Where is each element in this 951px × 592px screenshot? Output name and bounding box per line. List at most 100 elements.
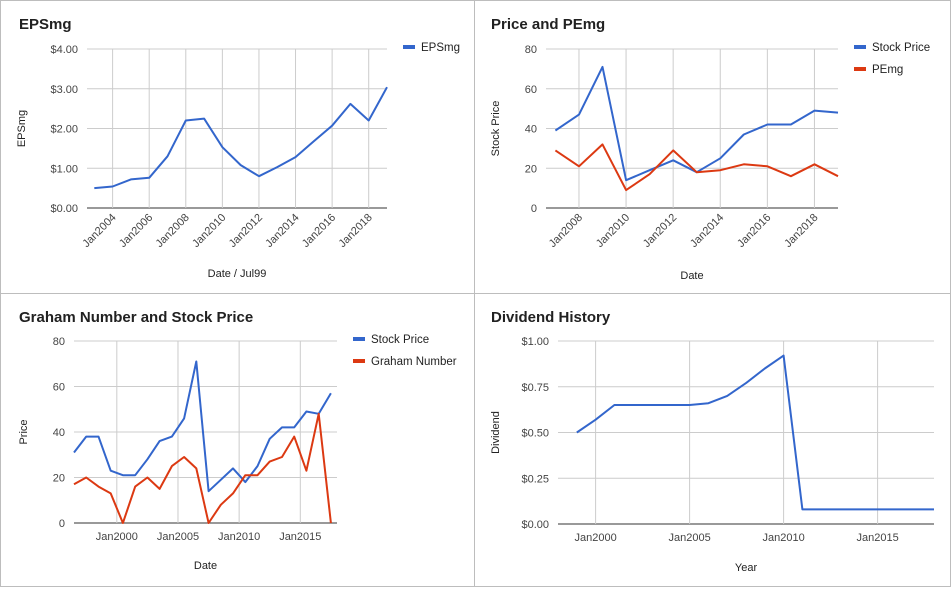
data-point-stock-price	[243, 480, 247, 484]
x-tick-label: Jan2014	[263, 212, 301, 250]
data-point-dividend	[894, 507, 898, 511]
data-point-dividend	[875, 507, 879, 511]
x-tick-label: Jan2010	[190, 212, 228, 250]
data-point-dividend	[631, 403, 635, 407]
data-point-epsmg	[293, 155, 297, 159]
y-axis-label: Dividend	[490, 411, 502, 454]
series-line-epsmg	[94, 86, 388, 190]
data-point-epsmg	[348, 102, 352, 106]
chart-title: EPSmg	[19, 16, 72, 33]
y-tick-label: 80	[53, 336, 65, 348]
x-tick-label: Jan2018	[782, 212, 820, 250]
x-tick-label: Jan2015	[279, 531, 321, 543]
y-tick-label: 0	[59, 518, 65, 530]
data-point-dividend	[706, 401, 710, 405]
data-point-stock-price	[553, 128, 557, 132]
eps-chart: EPSmg$0.00$1.00$2.00$3.00$4.00Jan2004Jan…	[16, 16, 460, 280]
series-line-stock-price	[554, 65, 839, 182]
series-line-dividend	[576, 354, 934, 511]
y-tick-label: 40	[53, 427, 65, 439]
legend-label: Stock Price	[371, 334, 429, 346]
data-point-dividend	[593, 417, 597, 421]
legend-label: EPSmg	[421, 42, 460, 54]
data-point-dividend	[800, 507, 804, 511]
y-tick-label: $1.00	[50, 163, 78, 175]
data-point-stock-price	[84, 434, 88, 438]
legend-swatch	[353, 337, 365, 341]
data-point-graham-number	[145, 475, 149, 479]
data-point-epsmg	[147, 176, 151, 180]
y-tick-label: 60	[53, 382, 65, 394]
graham-chart-panel: Graham Number and Stock Price 0 20 40 60 80 Ja…	[0, 293, 475, 587]
legend-label: Graham Number	[371, 356, 457, 368]
data-point-stock-price	[600, 65, 604, 69]
data-point-pemg	[718, 168, 722, 172]
y-tick-label: $0.00	[521, 519, 549, 531]
x-tick-label: Jan2012	[227, 212, 265, 250]
x-axis-label: Date / Jul99	[208, 268, 267, 280]
data-point-stock-price	[194, 359, 198, 363]
data-point-pemg	[577, 164, 581, 168]
data-point-graham-number	[268, 459, 272, 463]
data-point-stock-price	[206, 489, 210, 493]
data-point-dividend	[819, 507, 823, 511]
x-tick-label: Jan2016	[300, 212, 338, 250]
data-point-epsmg	[220, 145, 224, 149]
y-tick-label: $0.75	[521, 382, 549, 394]
legend-label: Stock Price	[872, 42, 930, 54]
dividend-chart-panel: Dividend History $0.00 $0.25 $0.50 $0.75 $1.0…	[474, 293, 951, 587]
x-tick-label: Jan2008	[154, 212, 192, 250]
y-tick-label: $2.00	[50, 124, 78, 136]
data-point-pemg	[765, 164, 769, 168]
data-point-dividend	[781, 353, 785, 357]
data-point-stock-price	[624, 178, 628, 182]
data-point-epsmg	[385, 85, 389, 89]
chart-title: Graham Number and Stock Price	[19, 309, 253, 326]
data-point-graham-number	[280, 455, 284, 459]
y-tick-label: $0.50	[521, 428, 549, 440]
data-point-graham-number	[243, 473, 247, 477]
data-point-stock-price	[96, 434, 100, 438]
data-point-graham-number	[121, 521, 125, 525]
y-tick-label: $4.00	[50, 44, 78, 56]
data-point-dividend	[932, 507, 936, 511]
x-axis-label: Date	[680, 270, 703, 282]
y-tick-label: 20	[53, 473, 65, 485]
data-point-stock-price	[765, 122, 769, 126]
dividend-chart: Dividend History $0.00 $0.25 $0.50 $0.75 $1.0…	[490, 309, 936, 574]
data-point-dividend	[913, 507, 917, 511]
data-point-dividend	[650, 403, 654, 407]
data-point-stock-price	[292, 425, 296, 429]
data-point-stock-price	[742, 132, 746, 136]
data-point-stock-price	[170, 434, 174, 438]
data-point-graham-number	[157, 487, 161, 491]
data-point-stock-price	[329, 391, 333, 395]
data-point-epsmg	[312, 139, 316, 143]
data-point-stock-price	[145, 457, 149, 461]
data-point-dividend	[763, 366, 767, 370]
y-tick-label: $1.00	[521, 336, 549, 348]
data-point-graham-number	[292, 434, 296, 438]
data-point-stock-price	[836, 110, 840, 114]
y-tick-label: 60	[525, 84, 537, 96]
data-point-stock-price	[157, 439, 161, 443]
data-point-graham-number	[304, 468, 308, 472]
data-point-pemg	[600, 142, 604, 146]
data-point-stock-price	[789, 122, 793, 126]
data-point-stock-price	[268, 437, 272, 441]
data-point-stock-price	[255, 464, 259, 468]
data-point-stock-price	[718, 156, 722, 160]
data-point-graham-number	[255, 473, 259, 477]
x-axis-label: Year	[735, 562, 758, 574]
legend-swatch	[854, 45, 866, 49]
x-tick-label: Jan2000	[574, 532, 616, 544]
data-point-graham-number	[108, 491, 112, 495]
series-line-graham-number	[73, 412, 332, 524]
data-point-graham-number	[96, 484, 100, 488]
y-axis-label: Stock Price	[490, 101, 502, 157]
data-point-stock-price	[231, 466, 235, 470]
data-point-dividend	[725, 394, 729, 398]
data-point-graham-number	[194, 466, 198, 470]
y-tick-label: $0.00	[50, 203, 78, 215]
